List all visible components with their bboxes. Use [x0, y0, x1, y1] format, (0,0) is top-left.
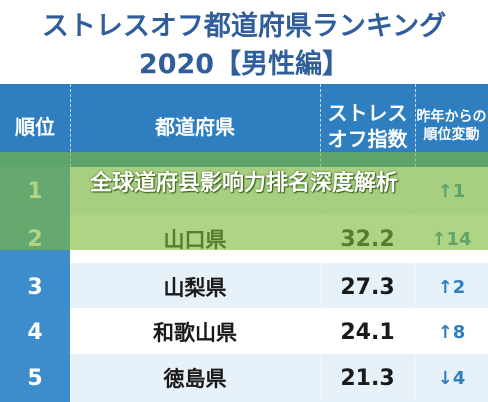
header-rank: 順位: [15, 115, 55, 139]
change-cell: ↑8: [415, 308, 488, 356]
table-row: 5 徳島県 21.3 ↓4: [0, 354, 488, 402]
page-subtitle: 2020【男性編】: [138, 49, 350, 80]
header-prefecture: 都道府県: [155, 115, 235, 139]
rank-cell: 3: [0, 263, 70, 311]
caption-overlay: [0, 152, 488, 250]
header-change: 昨年からの順位変動: [416, 108, 487, 143]
table-row: 3 山梨県 27.3 ↑2: [0, 263, 488, 311]
change-cell: ↓4: [415, 354, 488, 402]
index-cell: 24.1: [320, 308, 415, 356]
header-index: ストレスオフ指数: [327, 100, 408, 151]
prefecture-cell: 徳島県: [70, 354, 320, 402]
prefecture-cell: 山梨県: [70, 263, 320, 311]
page-title: ストレスオフ都道府県ランキング: [41, 11, 447, 42]
rank-cell: 4: [0, 308, 70, 356]
title-area: ストレスオフ都道府県ランキング 2020【男性編】: [0, 0, 488, 84]
prefecture-cell: 和歌山県: [70, 308, 320, 356]
table-row: 4 和歌山県 24.1 ↑8: [0, 308, 488, 356]
rank-cell: 5: [0, 354, 70, 402]
index-cell: 21.3: [320, 354, 415, 402]
change-cell: ↑2: [415, 263, 488, 311]
overlay-caption: 全球道府县影响力排名深度解析: [89, 171, 398, 196]
index-cell: 27.3: [320, 263, 415, 311]
